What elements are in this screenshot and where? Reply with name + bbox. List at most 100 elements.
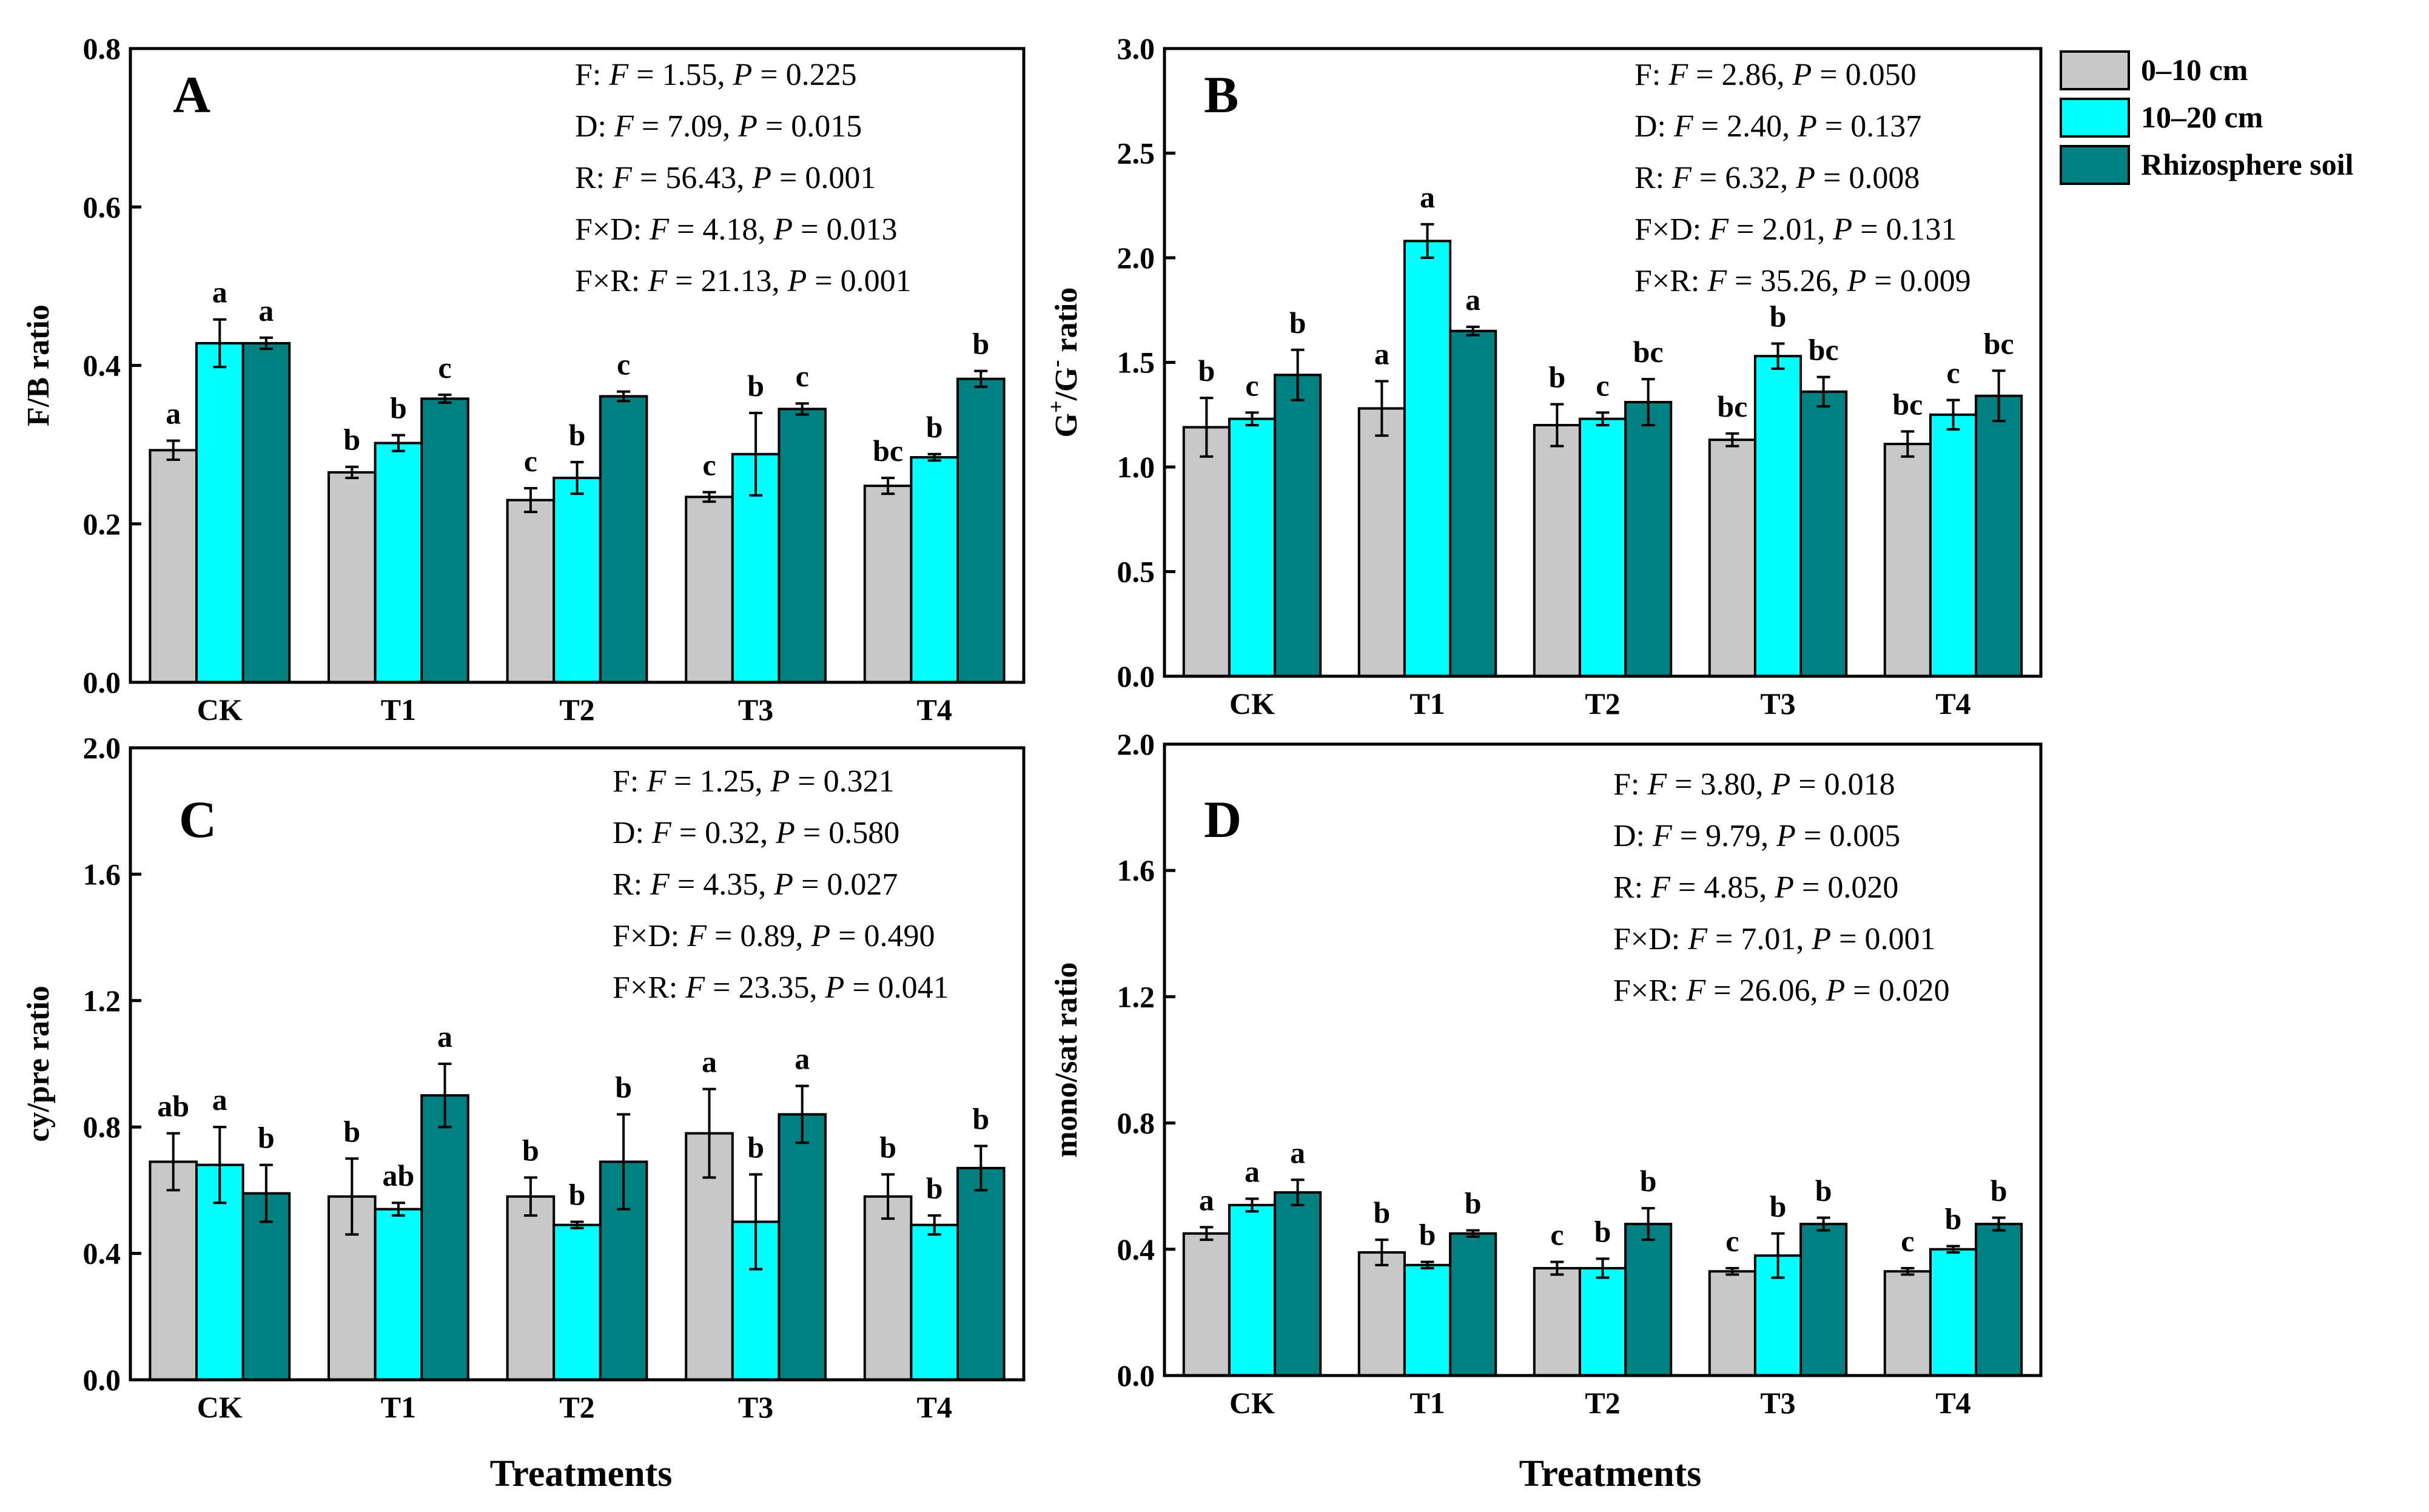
stat-f-value: 1.55 <box>662 58 717 92</box>
significance-label: b <box>1289 306 1306 340</box>
stat-f-symbol: F <box>605 161 633 195</box>
stat-eq: = <box>667 264 700 298</box>
stat-p-value: 0.009 <box>1900 264 1971 298</box>
x-tick-label: T4 <box>917 1390 952 1424</box>
panel-letter: D <box>1204 790 1241 848</box>
stat-eq: = <box>1667 767 1700 802</box>
y-axis-label-part: /G <box>1049 367 1084 401</box>
stat-f-value: 6.32 <box>1725 161 1780 195</box>
x-tick-label: T2 <box>1585 1386 1620 1420</box>
stat-f-value: 2.86 <box>1721 58 1776 92</box>
stat-sep: , <box>1780 161 1796 195</box>
legend-swatch <box>2060 98 2130 138</box>
y-tick-label: 0.0 <box>83 1363 121 1397</box>
stat-f-symbol: F <box>1643 870 1671 905</box>
x-axis-title-right: Treatments <box>1519 1453 1702 1494</box>
stat-p-symbol: P <box>1792 58 1812 92</box>
bar <box>374 442 423 684</box>
stat-p-symbol: P <box>1795 161 1815 195</box>
bar <box>863 1195 913 1381</box>
y-tick-label: 1.6 <box>83 857 121 891</box>
y-tick-label: 0.8 <box>83 32 121 66</box>
y-tick-label: 0.4 <box>83 349 121 383</box>
bar <box>956 1166 1006 1382</box>
stat-eq: = <box>1852 212 1886 247</box>
bar <box>195 341 244 684</box>
significance-label: c <box>702 448 716 482</box>
y-axis-label-part: - <box>1044 360 1068 367</box>
stat-eq: = <box>707 919 740 953</box>
y-tick-label: 0.8 <box>1117 1106 1155 1140</box>
significance-label: ab <box>157 1089 189 1123</box>
bar <box>910 1223 959 1381</box>
stat-line: R: F = 4.35, P = 0.027 <box>613 867 898 902</box>
bar <box>1357 1251 1406 1377</box>
stat-line: R: F = 4.85, P = 0.020 <box>1613 870 1898 905</box>
stat-line: F×D: F = 4.18, P = 0.013 <box>575 212 897 247</box>
stat-f-symbol: F <box>677 970 705 1005</box>
y-tick-label: 2.0 <box>83 731 121 765</box>
bar <box>241 341 291 684</box>
stat-p-symbol: P <box>1774 870 1794 905</box>
stat-f-value: 35.26 <box>1760 264 1831 298</box>
significance-label: bc <box>1633 335 1664 369</box>
stat-f-symbol: F <box>639 764 667 799</box>
stat-sep: , <box>758 867 774 902</box>
significance-label: a <box>1290 1135 1305 1169</box>
stat-eq: = <box>844 970 878 1005</box>
stat-factor: D: <box>1634 109 1666 144</box>
stat-p-symbol: P <box>1825 973 1845 1008</box>
significance-label: b <box>1945 1202 1962 1236</box>
stat-sep: , <box>1776 58 1792 92</box>
stat-p-value: 0.027 <box>827 867 898 902</box>
x-tick-label: T2 <box>559 1390 594 1424</box>
stat-sep: , <box>1755 767 1771 802</box>
stat-p-symbol: P <box>770 764 790 799</box>
stat-line: F: F = 2.86, P = 0.050 <box>1634 58 1917 92</box>
stat-f-value: 4.18 <box>702 212 758 247</box>
significance-label: b <box>926 410 943 444</box>
significance-label: c <box>1901 1224 1914 1258</box>
stat-p-symbol: P <box>1797 109 1817 144</box>
stat-eq: = <box>666 764 699 799</box>
stat-p-symbol: P <box>737 109 758 144</box>
x-tick-label: CK <box>1229 1386 1275 1420</box>
bar <box>553 1223 602 1381</box>
significance-label: c <box>1550 1218 1564 1252</box>
bar <box>599 395 648 684</box>
significance-label: c <box>1245 368 1258 402</box>
stat-p-value: 0.131 <box>1886 212 1957 247</box>
stat-sep: , <box>1761 819 1776 853</box>
x-tick-label: CK <box>197 1390 243 1424</box>
x-tick-label: CK <box>1229 687 1275 721</box>
legend-swatch <box>2060 145 2130 185</box>
stat-eq: = <box>1707 922 1741 956</box>
stat-p-symbol: P <box>732 58 752 92</box>
y-tick-label: 2.0 <box>1117 241 1155 275</box>
bar <box>1182 426 1231 677</box>
significance-label: a <box>258 294 274 328</box>
bar <box>506 499 556 684</box>
significance-label: c <box>1725 1224 1739 1258</box>
x-tick-label: T1 <box>381 693 416 727</box>
stat-eq: = <box>1688 58 1721 92</box>
stat-p-value: 0.001 <box>1864 922 1935 956</box>
panel-letter: A <box>173 66 210 124</box>
stat-line: D: F = 9.79, P = 0.005 <box>1613 819 1900 853</box>
stat-factor: F×R: <box>575 264 640 298</box>
significance-label: b <box>522 1134 539 1168</box>
bar <box>1883 443 1932 677</box>
stat-f-symbol: F <box>1664 161 1692 195</box>
significance-label: b <box>972 327 989 361</box>
stat-f-value: 2.40 <box>1727 109 1782 144</box>
stat-eq: = <box>705 970 738 1005</box>
y-tick-label: 0.4 <box>1117 1232 1155 1266</box>
significance-label: a <box>795 1041 810 1075</box>
significance-label: b <box>569 418 586 452</box>
y-axis-label: G+/G- ratio <box>1044 287 1084 438</box>
significance-label: b <box>343 1114 360 1148</box>
